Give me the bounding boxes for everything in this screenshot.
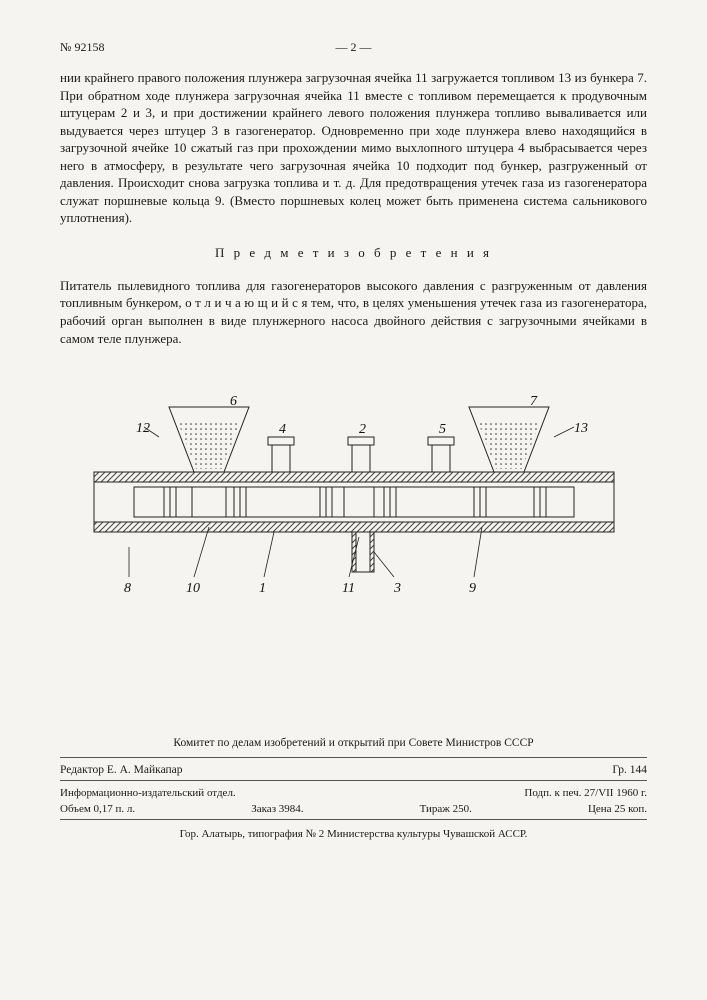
pub-tirage: Тираж 250. (420, 803, 472, 815)
body-paragraph-1: нии крайнего правого положения плунжера … (60, 69, 647, 227)
committee-line: Комитет по делам изобретений и открытий … (60, 737, 647, 749)
pub-row-2: Объем 0,17 п. л. Заказ 3984. Тираж 250. … (60, 803, 647, 815)
figure: 6 4 2 5 7 12 13 8 10 1 11 3 9 (60, 377, 647, 597)
separator-3 (60, 819, 647, 820)
svg-text:6: 6 (230, 394, 237, 409)
svg-text:11: 11 (342, 581, 355, 596)
printer-line: Гор. Алатырь, типография № 2 Министерств… (60, 828, 647, 840)
section-title: П р е д м е т и з о б р е т е н и я (60, 245, 647, 261)
svg-text:13: 13 (574, 421, 588, 436)
editor-row: Редактор Е. А. Майкапар Гр. 144 (60, 764, 647, 776)
pub-order: Заказ 3984. (251, 803, 303, 815)
pub-price: Цена 25 коп. (588, 803, 647, 815)
editor-name: Редактор Е. А. Майкапар (60, 764, 183, 776)
svg-text:3: 3 (393, 581, 401, 596)
pub-dept: Информационно-издательский отдел. (60, 787, 236, 799)
diagram-svg: 6 4 2 5 7 12 13 8 10 1 11 3 9 (74, 377, 634, 597)
page-number: — 2 — (336, 40, 372, 55)
header-row: № 92158 — 2 — № 92158 (60, 40, 647, 55)
svg-text:4: 4 (279, 422, 286, 437)
page: № 92158 — 2 — № 92158 нии крайнего право… (0, 0, 707, 1000)
svg-text:1: 1 (259, 581, 266, 596)
pub-row-1: Информационно-издательский отдел. Подп. … (60, 787, 647, 799)
svg-text:8: 8 (124, 581, 131, 596)
separator-1 (60, 757, 647, 758)
svg-text:2: 2 (359, 422, 366, 437)
body-paragraph-2: Питатель пылевидного топлива для газоген… (60, 277, 647, 347)
svg-text:12: 12 (136, 421, 150, 436)
svg-text:5: 5 (439, 422, 446, 437)
svg-text:10: 10 (186, 581, 200, 596)
svg-text:9: 9 (469, 581, 476, 596)
group-number: Гр. 144 (612, 764, 647, 776)
separator-2 (60, 780, 647, 781)
pub-date: Подп. к печ. 27/VII 1960 г. (524, 787, 647, 799)
doc-number: № 92158 (60, 40, 104, 55)
svg-text:7: 7 (530, 394, 538, 409)
pub-volume: Объем 0,17 п. л. (60, 803, 135, 815)
